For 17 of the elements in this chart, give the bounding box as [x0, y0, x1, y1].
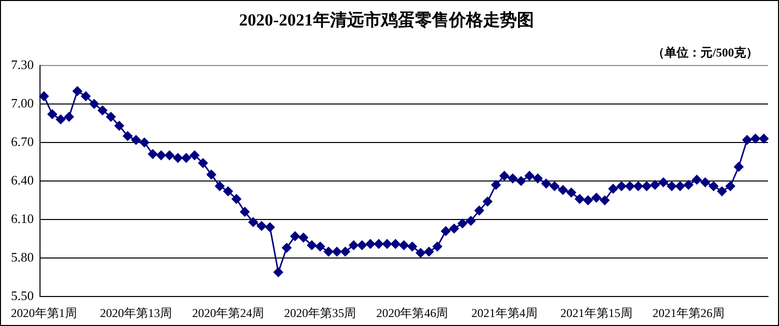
x-tick-label: 2020年第1周: [10, 306, 77, 320]
x-tick-label: 2021年第4周: [471, 306, 538, 320]
x-tick-label: 2021年第15周: [560, 306, 632, 320]
x-tick-label: 2020年第46周: [376, 306, 448, 320]
y-tick-label: 6.70: [11, 134, 34, 149]
x-tick-label: 2020年第35周: [284, 306, 356, 320]
chart-title: 2020-2021年清远市鸡蛋零售价格走势图: [239, 10, 534, 30]
y-tick-label: 5.50: [11, 288, 34, 304]
y-tick-label: 6.10: [11, 210, 34, 226]
x-tick-label: 2021年第26周: [652, 306, 724, 320]
y-tick-label: 5.80: [11, 249, 34, 264]
y-tick-label: 7.00: [11, 95, 34, 110]
text: （单位：元/500克）: [652, 45, 758, 60]
y-tick-label: 6.40: [11, 172, 34, 188]
y-tick-label: 7.30: [11, 56, 34, 72]
x-tick-label: 2020年第24周: [192, 306, 264, 320]
x-tick-label: 2020年第13周: [100, 306, 172, 320]
